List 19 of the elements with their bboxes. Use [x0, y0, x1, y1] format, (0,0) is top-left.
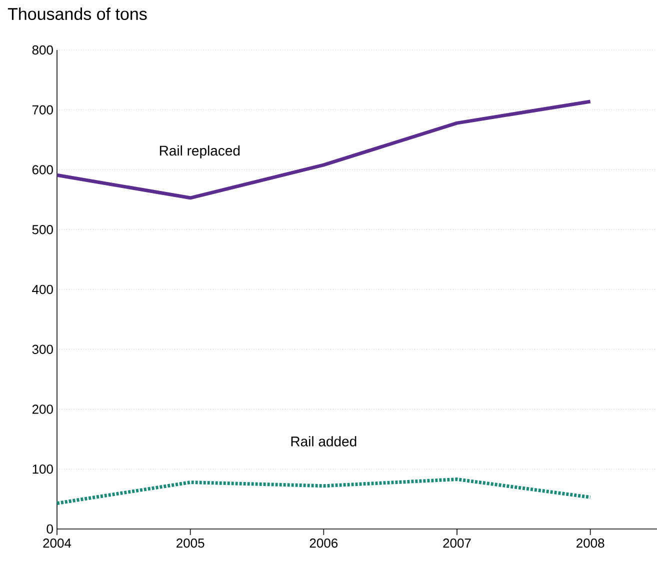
- y-axis-title: Thousands of tons: [8, 8, 147, 20]
- y-tick-label: 800: [32, 45, 53, 55]
- y-tick-label: 100: [32, 464, 53, 474]
- text: Rail added: [291, 436, 356, 446]
- line-series: [55, 478, 592, 505]
- x-tick-label: 2005: [176, 538, 204, 548]
- x-tick-label: 2007: [443, 538, 471, 548]
- y-tick-label: 400: [32, 284, 53, 294]
- x-tick-label: 2004: [43, 538, 72, 548]
- y-tick-label: 300: [32, 344, 53, 354]
- y-tick-label: 700: [32, 105, 53, 114]
- line-series: [55, 100, 592, 200]
- y-tick-label: 500: [32, 225, 53, 234]
- x-tick-label: 2006: [310, 538, 338, 548]
- series-label: Rail replaced: [160, 145, 240, 158]
- y-tick-label: 200: [32, 404, 53, 414]
- y-tick-label: 600: [32, 165, 53, 174]
- y-tick-label: 0: [46, 524, 53, 534]
- x-tick-label: 2008: [576, 538, 604, 548]
